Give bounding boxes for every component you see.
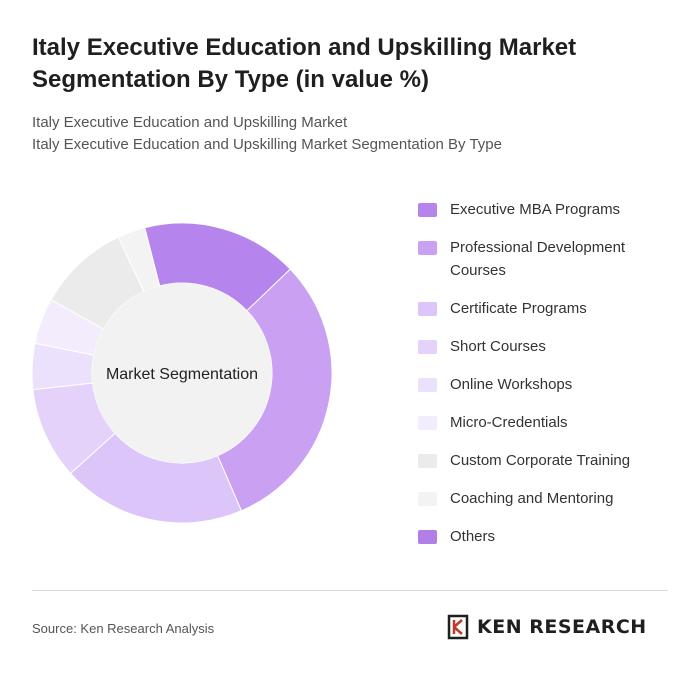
- legend-label: Others: [450, 528, 496, 545]
- donut-chart: Market Segmentation: [31, 222, 333, 524]
- legend-label: Micro-Credentials: [450, 414, 568, 431]
- legend-swatch: [418, 416, 437, 430]
- footer-divider: [32, 590, 668, 591]
- legend-item: Professional Development Courses: [418, 236, 688, 282]
- legend-label: Executive MBA Programs: [450, 201, 621, 218]
- legend-label: Certificate Programs: [450, 300, 587, 317]
- legend-swatch: [418, 241, 437, 255]
- chart-subtitle: Italy Executive Education and Upskilling…: [32, 112, 672, 156]
- legend-label: Professional Development Courses: [450, 239, 626, 279]
- legend-item: Custom Corporate Training: [418, 449, 688, 472]
- legend-label: Coaching and Mentoring: [450, 490, 614, 507]
- legend-item: Micro-Credentials: [418, 411, 688, 434]
- legend-item: Others: [418, 525, 688, 548]
- legend-swatch: [418, 378, 437, 392]
- subtitle-line-1: Italy Executive Education and Upskilling…: [32, 114, 348, 131]
- chart-title: Italy Executive Education and Upskilling…: [32, 34, 577, 93]
- legend-item: Coaching and Mentoring: [418, 487, 688, 510]
- legend-label: Short Courses: [450, 338, 546, 355]
- subtitle-line-2: Italy Executive Education and Upskilling…: [32, 136, 502, 153]
- ken-research-logo: KEN RESEARCH: [447, 614, 647, 640]
- legend-swatch: [418, 530, 437, 544]
- chart-legend: Executive MBA Programs Professional Devel…: [418, 198, 688, 563]
- legend-label: Custom Corporate Training: [450, 452, 631, 469]
- legend-item: Certificate Programs: [418, 297, 688, 320]
- legend-item: Online Workshops: [418, 373, 688, 396]
- legend-item: Short Courses: [418, 335, 688, 358]
- donut-slices: [31, 222, 333, 524]
- source-note: Source: Ken Research Analysis: [32, 621, 215, 636]
- legend-swatch: [418, 340, 437, 354]
- legend-swatch: [418, 492, 437, 506]
- logo-text: KEN RESEARCH: [477, 616, 647, 638]
- legend-label: Online Workshops: [450, 376, 573, 393]
- legend-item: Executive MBA Programs: [418, 198, 688, 221]
- ken-research-logo-icon: [447, 614, 469, 640]
- legend-swatch: [418, 203, 437, 217]
- legend-swatch: [418, 302, 437, 316]
- legend-swatch: [418, 454, 437, 468]
- donut-center-label: Market Segmentation: [106, 366, 258, 383]
- donut-center: [92, 283, 272, 463]
